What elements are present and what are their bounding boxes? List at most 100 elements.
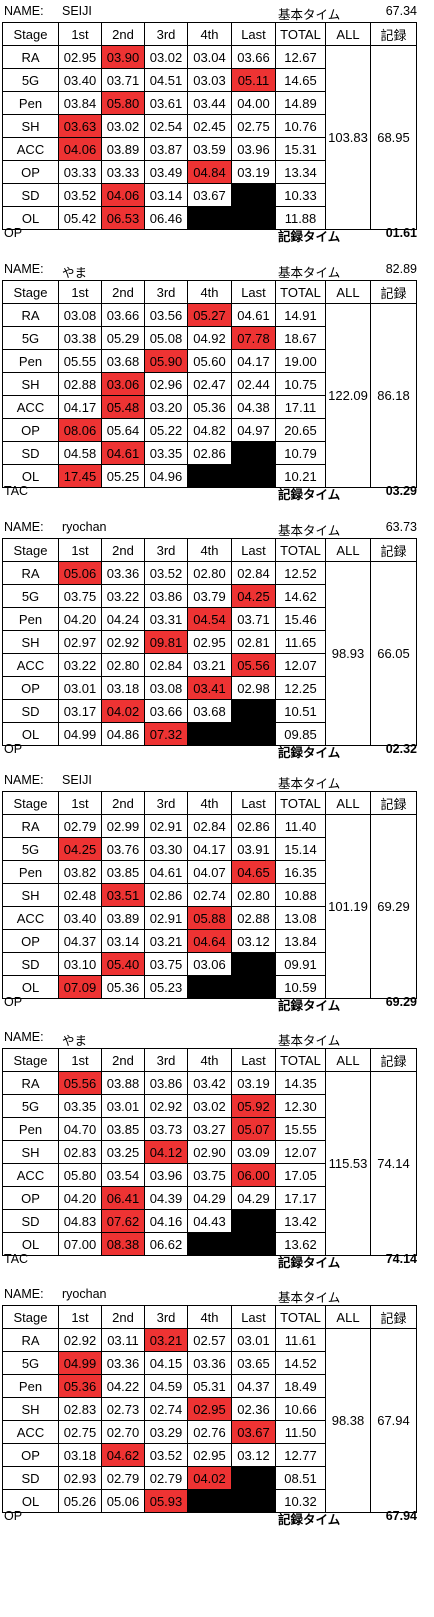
- empty-cell: [231, 1466, 276, 1490]
- stage-name: OL: [2, 1232, 59, 1256]
- stage-name: OL: [2, 722, 59, 746]
- column-header: 記録: [370, 1305, 417, 1329]
- empty-cell: [231, 1232, 276, 1256]
- empty-cell: [187, 464, 232, 488]
- stage-row: OL 07.09 05.36 05.23 10.59: [2, 975, 417, 999]
- base-time-label: 基本タイム: [278, 777, 341, 791]
- column-header: 4th: [187, 280, 232, 304]
- stage-row: SH 03.63 03.02 02.54 02.45 02.75 10.76: [2, 114, 417, 138]
- row-total: 15.14: [275, 837, 326, 861]
- footer-line: OP 記録タイム 01.61: [0, 220, 434, 244]
- column-header: 4th: [187, 22, 232, 46]
- stage-row: SD 02.93 02.79 02.79 04.02 08.51: [2, 1466, 417, 1490]
- name-line: NAME: ryochan 基本タイム 63.73: [0, 516, 434, 538]
- footer-line: OP 記録タイム 02.32: [0, 736, 434, 760]
- stage-name: ACC: [2, 653, 59, 677]
- time-cell: 05.56: [58, 1071, 102, 1095]
- time-cell: 03.06: [101, 372, 145, 396]
- stage-name: 5G: [2, 1094, 59, 1118]
- name-line: NAME: やま 基本タイム: [0, 1026, 434, 1048]
- stage-name: SD: [2, 699, 59, 723]
- time-cell: 05.11: [231, 68, 276, 92]
- column-header: 4th: [187, 791, 232, 815]
- time-cell: 02.57: [187, 1328, 232, 1352]
- stage-name: ACC: [2, 1420, 59, 1444]
- time-cell: 03.71: [101, 68, 145, 92]
- time-cell: 04.00: [231, 91, 276, 115]
- header-row: Stage 1st 2nd 3rd 4th Last TOTAL ALL 記録: [2, 1048, 417, 1072]
- column-header: Stage: [2, 22, 59, 46]
- time-cell: 03.96: [144, 1163, 188, 1187]
- time-cell: 04.39: [144, 1186, 188, 1210]
- time-cell: 03.29: [144, 1420, 188, 1444]
- all-total: 122.09: [325, 303, 371, 488]
- column-header: ALL: [325, 1305, 371, 1329]
- base-time-value: 67.34: [385, 4, 417, 18]
- stage-row: Pen 05.55 03.68 05.90 05.60 04.17 19.00: [2, 349, 417, 373]
- time-cell: 03.14: [144, 183, 188, 207]
- stage-name: SD: [2, 183, 59, 207]
- empty-cell: [231, 1489, 276, 1513]
- time-cell: 07.32: [144, 722, 188, 746]
- player-block: NAME: やま 基本タイム Stage 1st 2nd 3rd 4th Last TOTA…: [0, 1026, 434, 1282]
- stage-name: OP: [2, 160, 59, 184]
- header-row: Stage 1st 2nd 3rd 4th Last TOTAL ALL 記録: [2, 791, 417, 815]
- time-cell: 03.12: [231, 929, 276, 953]
- time-cell: 02.84: [231, 561, 276, 585]
- player-name: ryochan: [62, 1287, 107, 1301]
- column-header: 1st: [58, 280, 102, 304]
- time-cell: 02.79: [101, 1466, 145, 1490]
- row-total: 10.79: [275, 441, 326, 465]
- time-cell: 03.10: [58, 952, 102, 976]
- stage-name: ACC: [2, 906, 59, 930]
- time-cell: 07.09: [58, 975, 102, 999]
- time-cell: 05.22: [144, 418, 188, 442]
- time-cell: 05.31: [187, 1374, 232, 1398]
- stage-row: 5G 04.25 03.76 03.30 04.17 03.91 15.14: [2, 837, 417, 861]
- stage-name: Pen: [2, 607, 59, 631]
- record-time-value: 01.61: [385, 226, 417, 240]
- row-total: 14.65: [275, 68, 326, 92]
- name-line: NAME: やま 基本タイム 82.89: [0, 258, 434, 280]
- empty-cell: [187, 1489, 232, 1513]
- time-cell: 03.68: [187, 699, 232, 723]
- stage-row: 5G 03.75 03.22 03.86 03.79 04.25 14.62: [2, 584, 417, 608]
- stage-name: OP: [2, 676, 59, 700]
- time-cell: 03.03: [187, 68, 232, 92]
- time-cell: 02.79: [144, 1466, 188, 1490]
- time-cell: 05.90: [144, 349, 188, 373]
- column-header: Last: [231, 1048, 276, 1072]
- all-total: 98.38: [325, 1328, 371, 1513]
- time-cell: 08.06: [58, 418, 102, 442]
- stage-name: RA: [2, 45, 59, 69]
- time-cell: 04.22: [101, 1374, 145, 1398]
- time-cell: 03.76: [101, 837, 145, 861]
- time-cell: 06.41: [101, 1186, 145, 1210]
- empty-cell: [231, 1209, 276, 1233]
- time-cell: 04.54: [187, 607, 232, 631]
- time-cell: 07.78: [231, 326, 276, 350]
- row-total: 10.51: [275, 699, 326, 723]
- time-cell: 03.01: [231, 1328, 276, 1352]
- stage-name: Pen: [2, 349, 59, 373]
- time-cell: 05.80: [101, 91, 145, 115]
- time-cell: 03.21: [144, 1328, 188, 1352]
- mode-label: OP: [4, 742, 23, 756]
- time-cell: 04.25: [231, 584, 276, 608]
- all-total: 98.93: [325, 561, 371, 746]
- time-cell: 03.33: [101, 160, 145, 184]
- time-cell: 04.17: [187, 837, 232, 861]
- stage-time-table: Stage 1st 2nd 3rd 4th Last TOTAL ALL 記録 RA 03.08 03…: [2, 280, 417, 488]
- column-header: ALL: [325, 280, 371, 304]
- stage-row: RA 05.56 03.88 03.86 03.42 03.19 14.35 115.53 74…: [2, 1071, 417, 1256]
- stage-name: 5G: [2, 584, 59, 608]
- base-time-label: 基本タイム: [278, 8, 341, 22]
- stage-name: SH: [2, 372, 59, 396]
- time-cell: 03.19: [231, 160, 276, 184]
- record-time-label: 記録タイム: [278, 1513, 341, 1527]
- time-cell: 03.67: [187, 183, 232, 207]
- empty-cell: [231, 464, 276, 488]
- base-time-label: 基本タイム: [278, 1034, 341, 1048]
- empty-cell: [187, 975, 232, 999]
- time-cell: 05.23: [144, 975, 188, 999]
